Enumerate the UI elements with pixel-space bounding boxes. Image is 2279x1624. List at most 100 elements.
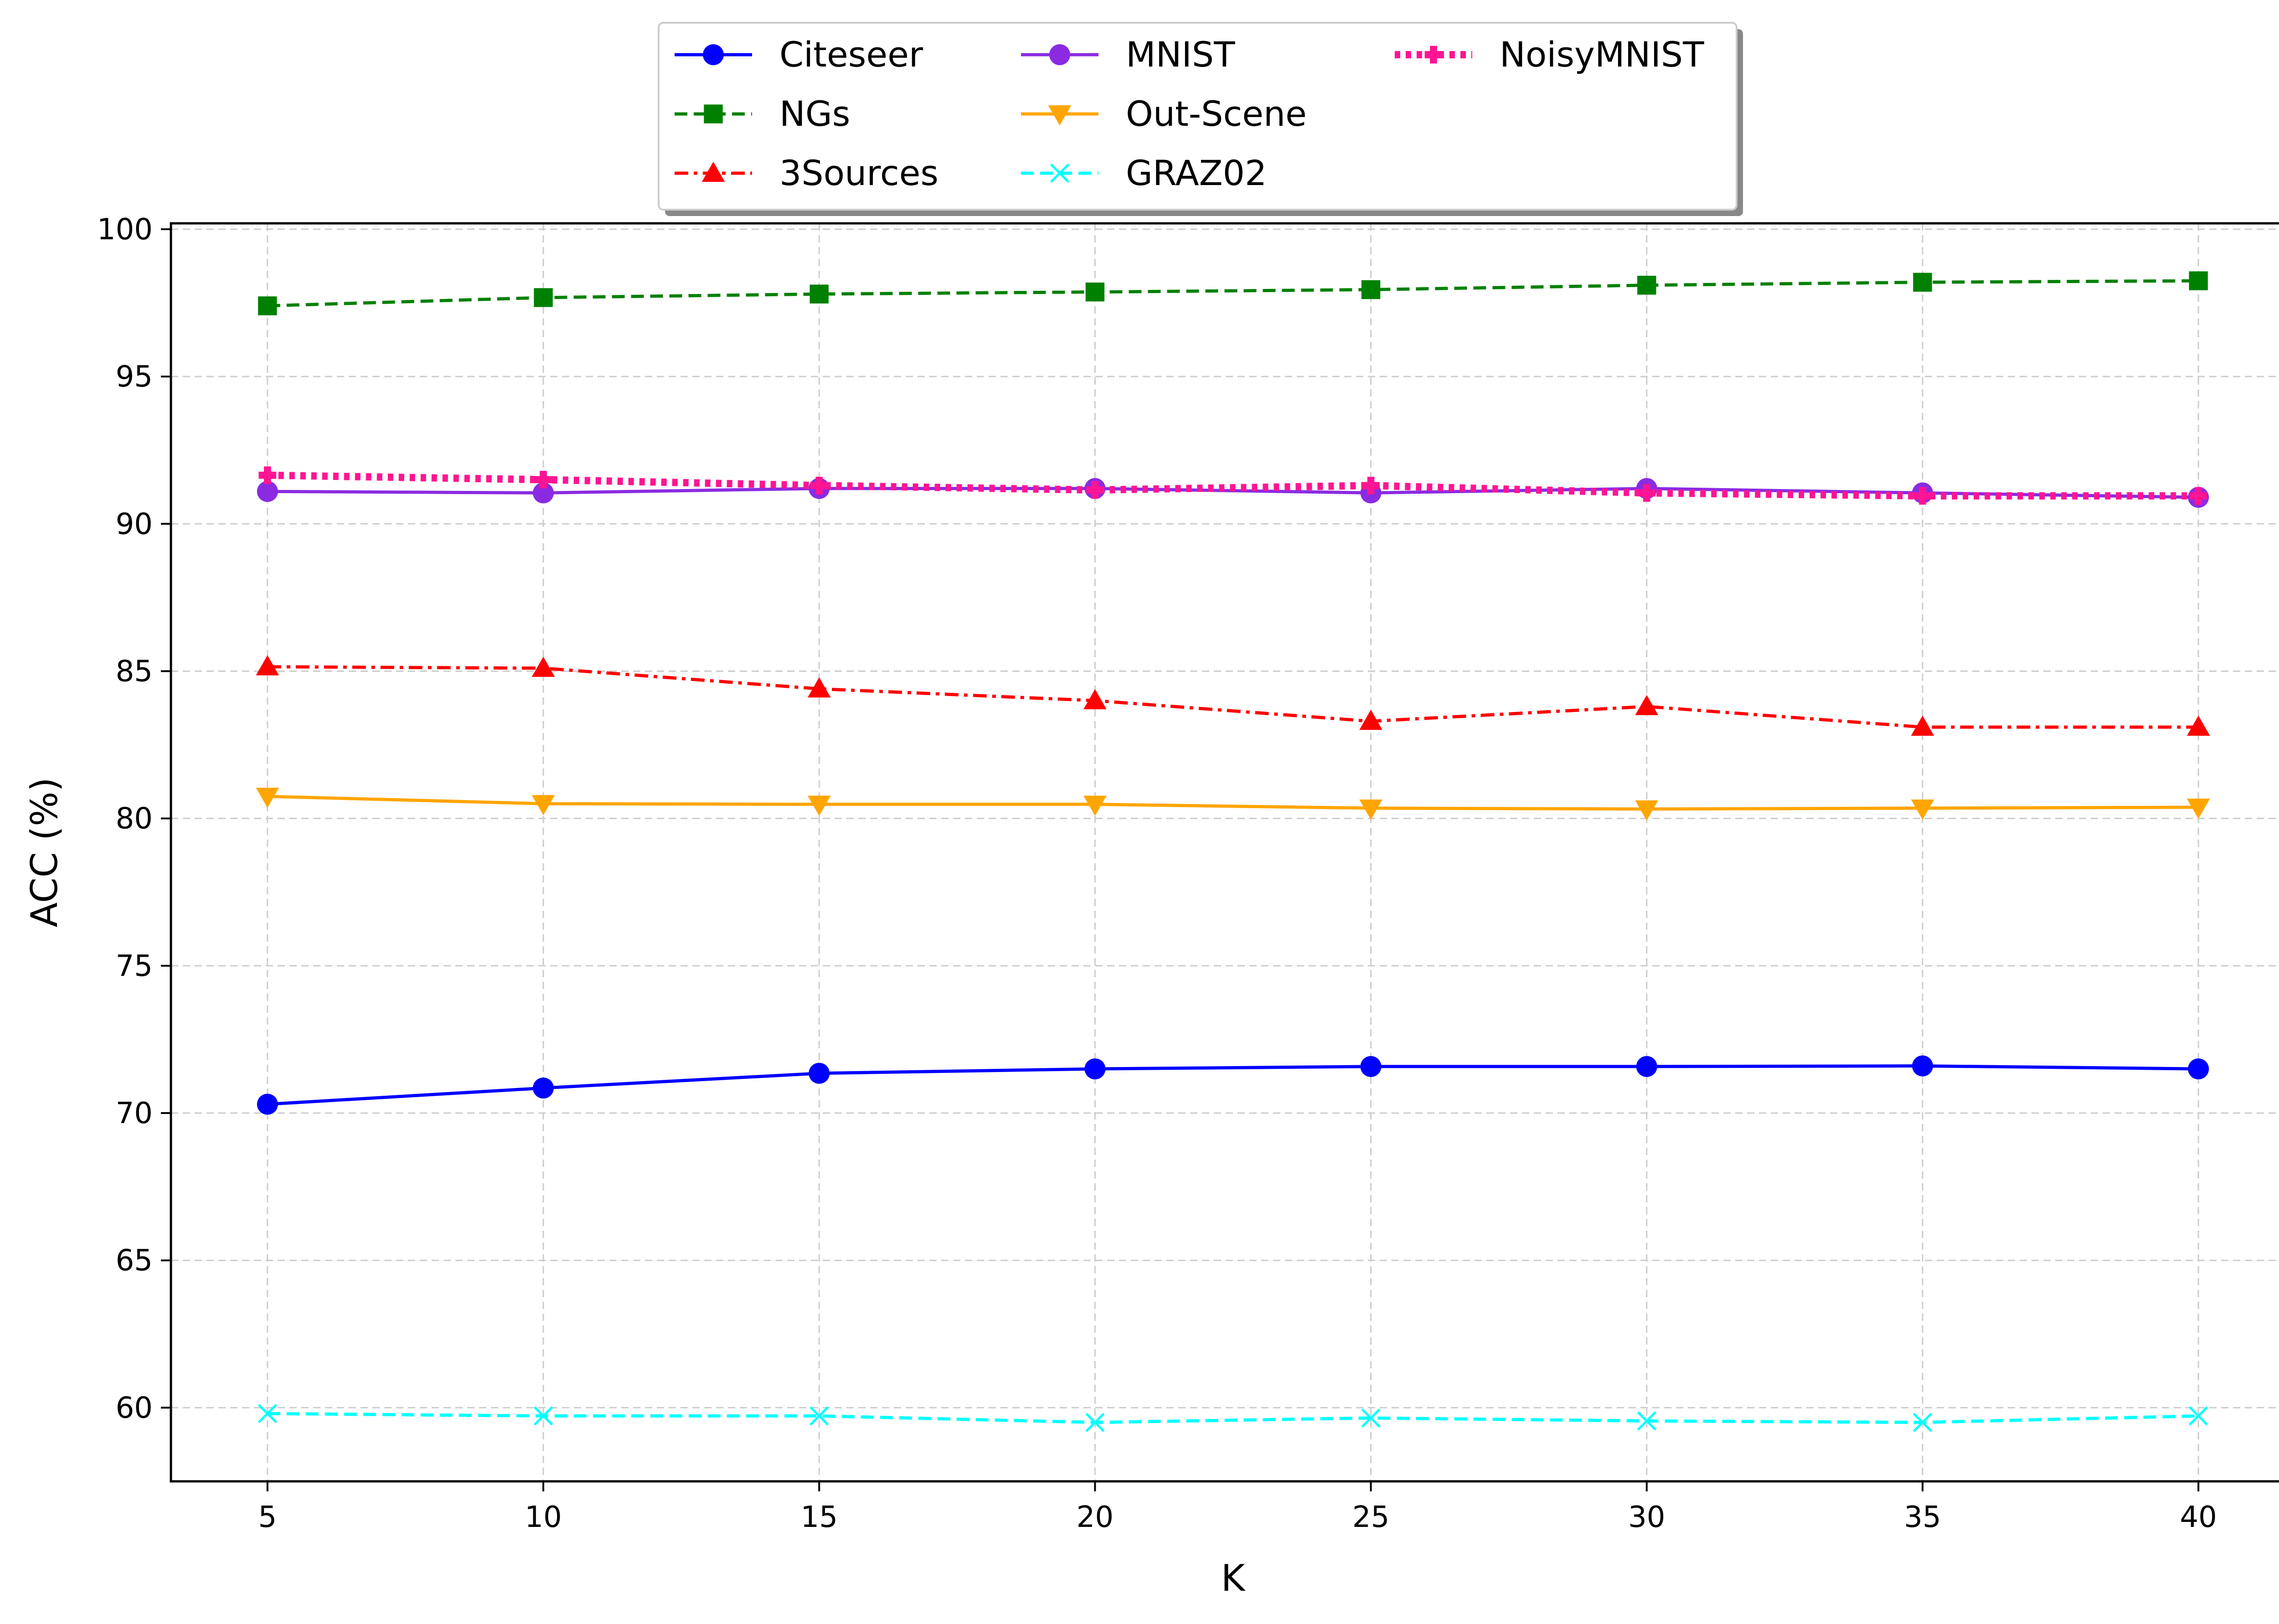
data-point	[2189, 1406, 2208, 1426]
data-point	[1359, 799, 1382, 820]
legend-box	[658, 22, 1738, 211]
data-point	[1638, 484, 1656, 502]
data-point	[534, 471, 552, 489]
grid	[171, 223, 2279, 1481]
x-axis-label: K	[1221, 1557, 1246, 1599]
data-point	[810, 284, 829, 304]
legend-item-mnist: MNIST	[1021, 34, 1235, 75]
data-point	[2189, 487, 2207, 505]
series-line	[267, 279, 2199, 308]
x-tick-label: 20	[1077, 1500, 1114, 1534]
series-lines	[256, 271, 2210, 1432]
legend-marker	[1049, 44, 1070, 65]
series-out-scene	[256, 788, 2210, 821]
legend-label: 3Sources	[779, 153, 938, 193]
data-point	[1085, 1413, 1105, 1432]
legend-label: MNIST	[1126, 34, 1235, 75]
data-point	[2186, 799, 2210, 819]
x-tick-label: 35	[1904, 1500, 1941, 1534]
legend-label: NGs	[779, 93, 850, 134]
x-tick-label: 10	[525, 1500, 562, 1534]
data-point	[1913, 273, 1932, 292]
data-point	[1359, 710, 1382, 730]
series-ngs	[258, 271, 2208, 315]
y-tick-label: 65	[116, 1244, 153, 1278]
series-line	[267, 794, 2199, 811]
data-point	[533, 1078, 554, 1099]
y-tick-label: 60	[116, 1391, 153, 1425]
legend-label: Citeseer	[779, 34, 923, 75]
legend-item-citeseer: Citeseer	[675, 34, 923, 75]
data-point	[531, 656, 555, 677]
legend-item-graz02: GRAZ02	[1021, 153, 1267, 193]
legend-marker	[703, 44, 724, 65]
data-point	[809, 1062, 830, 1084]
series-line	[267, 1412, 2199, 1424]
data-point	[1361, 1408, 1381, 1428]
data-point	[2188, 1058, 2209, 1080]
data-point	[2189, 271, 2208, 290]
data-point	[258, 1404, 277, 1423]
y-tick-label: 100	[97, 213, 153, 247]
legend-label: NoisyMNIST	[1500, 34, 1704, 75]
x-tick-label: 15	[800, 1500, 837, 1534]
data-point	[1636, 1056, 1657, 1077]
data-point	[1912, 1055, 1933, 1077]
legend-item-3sources: 3Sources	[675, 153, 938, 193]
data-point	[256, 655, 279, 675]
data-point	[1083, 795, 1107, 816]
legend: Citeseer NGs 3Sources MNIST Out-Scene GRAZ02 N…	[658, 22, 1743, 216]
legend-marker	[701, 161, 725, 182]
data-point	[1361, 280, 1381, 299]
data-point	[810, 476, 828, 495]
data-point	[258, 296, 277, 315]
data-point	[1913, 487, 1932, 505]
y-tick-label: 85	[116, 655, 153, 688]
data-point	[1085, 282, 1105, 302]
data-point	[1911, 715, 1934, 736]
data-point	[533, 482, 554, 504]
x-tick-label: 25	[1352, 1500, 1389, 1534]
data-point	[1083, 689, 1107, 710]
data-point	[1086, 481, 1104, 499]
data-point	[258, 466, 277, 484]
data-point	[531, 795, 555, 815]
data-point	[1360, 1056, 1382, 1077]
legend-item-noisymnist: NoisyMNIST	[1395, 34, 1704, 75]
x-tick-label: 40	[2180, 1500, 2217, 1534]
y-tick-label: 80	[116, 802, 153, 836]
data-point	[534, 288, 553, 307]
series-graz02	[258, 1404, 2208, 1432]
data-point	[1637, 1411, 1656, 1431]
y-axis-label: ACC (%)	[23, 778, 66, 928]
legend-label: Out-Scene	[1126, 93, 1307, 134]
data-point	[1637, 276, 1656, 295]
data-point	[257, 1093, 278, 1115]
data-point	[1362, 476, 1380, 495]
plot-area	[170, 222, 2279, 1483]
data-point	[810, 1406, 829, 1426]
series-noisymnist	[258, 466, 2207, 505]
data-point	[1913, 1413, 1933, 1432]
legend-marker	[1050, 163, 1070, 183]
y-tick-label: 75	[116, 949, 153, 983]
series-line	[267, 471, 2199, 500]
data-point	[807, 795, 831, 816]
legend-marker	[1424, 46, 1443, 64]
y-tick-label: 70	[116, 1097, 153, 1130]
data-point	[1635, 695, 1659, 716]
data-point	[1635, 800, 1659, 821]
series-line	[267, 1064, 2199, 1106]
data-point	[807, 677, 831, 698]
data-point	[1084, 1058, 1106, 1080]
y-tick-label: 90	[116, 507, 153, 541]
data-point	[256, 788, 279, 808]
data-point	[533, 1406, 553, 1426]
series-3sources	[256, 655, 2210, 736]
x-tick-label: 5	[258, 1500, 277, 1534]
data-point	[257, 481, 278, 502]
legend-marker	[704, 104, 723, 124]
legend-item-ngs: NGs	[675, 93, 850, 134]
axis-ticks: 5 10 15 20 25 30 35 40 60 65 70 75 80 85 90 95 100	[97, 213, 2217, 1534]
